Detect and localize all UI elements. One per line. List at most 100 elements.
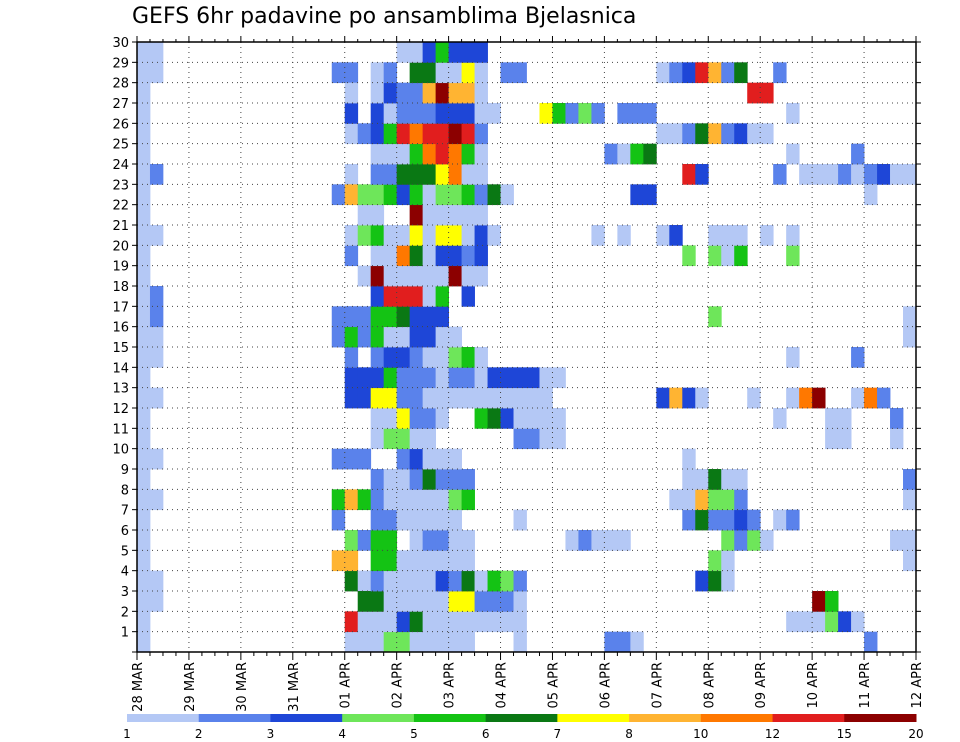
- heatmap-cell: [435, 408, 449, 429]
- y-axis: 1234567891011121314151617181920212223242…: [112, 36, 921, 653]
- y-tick-label: 21: [112, 219, 129, 234]
- heatmap-cell: [695, 570, 709, 592]
- heatmap-cell: [409, 286, 424, 307]
- heatmap-cell: [890, 164, 904, 185]
- heatmap-cell: [409, 408, 424, 429]
- heatmap-cell: [137, 611, 151, 633]
- heatmap-cell: [357, 306, 372, 328]
- heatmap-cell: [422, 428, 437, 450]
- heatmap-cell: [461, 286, 475, 307]
- heatmap-cell: [539, 387, 553, 409]
- heatmap-cell: [383, 164, 398, 185]
- heatmap-cell: [383, 631, 398, 653]
- heatmap-cell: [422, 387, 437, 409]
- heatmap-cell: [721, 509, 735, 531]
- heatmap-cell: [344, 306, 359, 328]
- heatmap-cell: [370, 530, 385, 551]
- heatmap-cell: [760, 82, 774, 104]
- y-tick-label: 11: [112, 422, 129, 437]
- heatmap-cell: [682, 448, 696, 470]
- heatmap-cell: [357, 184, 372, 206]
- heatmap-cell: [760, 225, 774, 246]
- heatmap-cell: [409, 631, 424, 653]
- heatmap-cell: [137, 631, 151, 653]
- heatmap-cell: [137, 103, 151, 124]
- heatmap-cell: [448, 103, 462, 124]
- heatmap-cell: [383, 143, 398, 165]
- heatmap-cell: [461, 143, 475, 165]
- heatmap-cell: [344, 123, 359, 145]
- legend-label: 8: [625, 727, 633, 741]
- heatmap-cell: [734, 530, 748, 551]
- heatmap-cell: [851, 347, 865, 368]
- heatmap-cell: [370, 123, 385, 145]
- heatmap-cell: [461, 42, 475, 63]
- heatmap-cell: [409, 103, 424, 124]
- heatmap-cell: [500, 591, 514, 612]
- y-tick-label: 24: [112, 158, 129, 173]
- heatmap-cell: [552, 428, 566, 450]
- legend-label: 6: [482, 727, 490, 741]
- heatmap-cell: [422, 164, 437, 185]
- heatmap-cell: [149, 570, 164, 592]
- heatmap-cell: [137, 591, 151, 612]
- heatmap-cell: [461, 591, 475, 612]
- heatmap-cell: [747, 387, 761, 409]
- heatmap-cell: [383, 225, 398, 246]
- heatmap-cell: [591, 530, 605, 551]
- legend-label: 1: [123, 727, 131, 741]
- heatmap-cell: [721, 123, 735, 145]
- heatmap-cell: [383, 570, 398, 592]
- heatmap-cell: [435, 204, 449, 226]
- heatmap-cell: [643, 143, 657, 165]
- heatmap-cells: [137, 42, 917, 653]
- heatmap-cell: [617, 103, 631, 124]
- heatmap-cell: [370, 184, 385, 206]
- heatmap-cell: [137, 367, 151, 389]
- heatmap-cell: [461, 123, 475, 145]
- y-tick-label: 14: [112, 361, 129, 376]
- heatmap-cell: [630, 143, 644, 165]
- heatmap-cell: [357, 448, 372, 470]
- heatmap-cell: [422, 591, 437, 612]
- heatmap-cell: [669, 123, 683, 145]
- heatmap-cell: [370, 408, 385, 429]
- y-tick-label: 23: [112, 178, 129, 193]
- heatmap-cell: [708, 489, 722, 511]
- heatmap-cell: [656, 225, 670, 246]
- heatmap-cell: [396, 245, 411, 267]
- heatmap-cell: [461, 245, 475, 267]
- heatmap-cell: [877, 387, 891, 409]
- heatmap-cell: [539, 428, 553, 450]
- heatmap-cell: [669, 62, 683, 84]
- heatmap-cell: [344, 225, 359, 246]
- y-tick-label: 22: [112, 199, 129, 214]
- heatmap-cell: [370, 591, 385, 612]
- heatmap-cell: [786, 103, 800, 124]
- heatmap-cell: [137, 82, 151, 104]
- heatmap-cell: [137, 62, 151, 84]
- heatmap-cell: [370, 326, 385, 348]
- heatmap-cell: [137, 387, 151, 409]
- heatmap-cell: [435, 82, 449, 104]
- heatmap-cell: [721, 245, 735, 267]
- heatmap-cell: [435, 103, 449, 124]
- x-tick-label: 03 APR: [443, 662, 458, 708]
- heatmap-cell: [344, 164, 359, 185]
- heatmap-cell: [695, 509, 709, 531]
- heatmap-cell: [526, 367, 540, 389]
- heatmap-cell: [331, 306, 346, 328]
- heatmap-cell: [137, 326, 151, 348]
- heatmap-cell: [786, 387, 800, 409]
- heatmap-cell: [448, 245, 462, 267]
- heatmap-cell: [695, 469, 709, 490]
- legend-label: 7: [554, 727, 562, 741]
- heatmap-cell: [435, 509, 449, 531]
- heatmap-cell: [344, 448, 359, 470]
- heatmap-cell: [864, 631, 878, 653]
- heatmap-cell: [435, 225, 449, 246]
- heatmap-cell: [539, 408, 553, 429]
- heatmap-cell: [396, 509, 411, 531]
- heatmap-cell: [435, 123, 449, 145]
